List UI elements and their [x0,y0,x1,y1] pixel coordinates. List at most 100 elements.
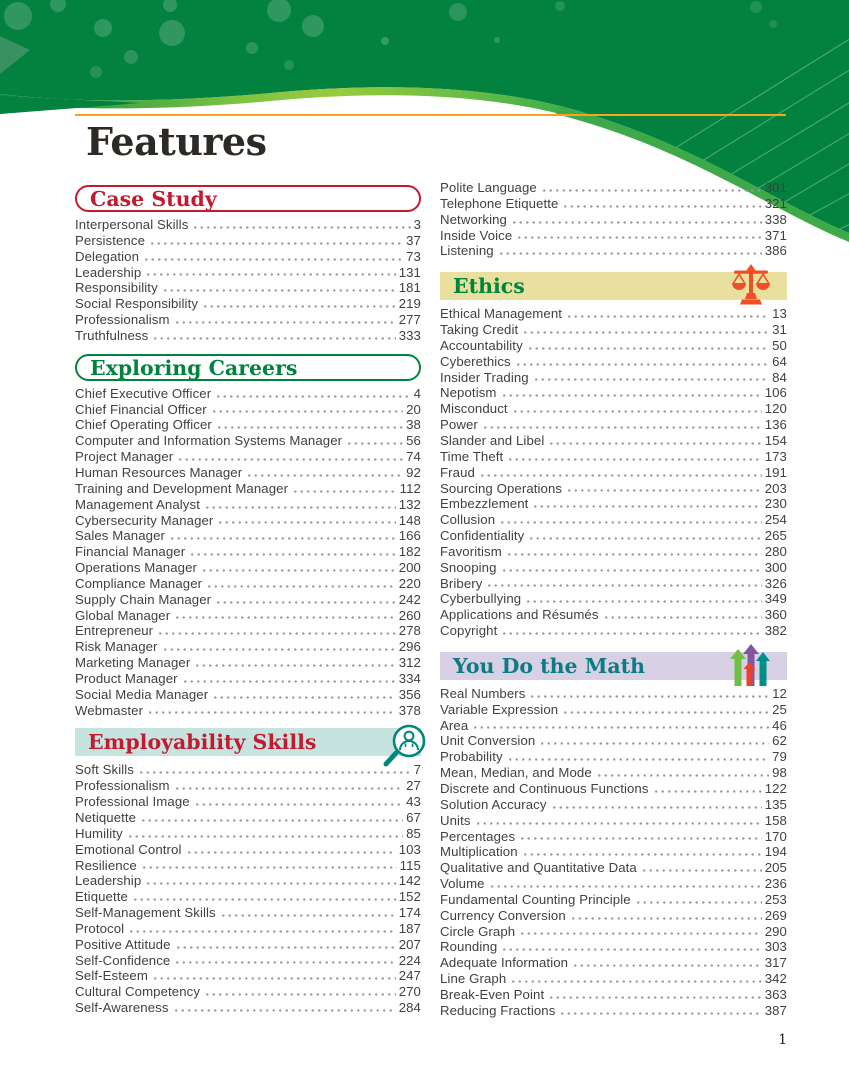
entry-label: Networking [440,211,507,227]
toc-entry[interactable]: Leadership 142 [75,873,421,889]
toc-entry[interactable]: Marketing Manager 312 [75,655,421,671]
toc-entry[interactable]: Copyright 382 [440,623,787,639]
toc-entry[interactable]: Supply Chain Manager 242 [75,592,421,608]
toc-entry[interactable]: Embezzlement 230 [440,496,787,512]
toc-entry[interactable]: Power 136 [440,417,787,433]
toc-entry[interactable]: Line Graph 342 [440,971,787,987]
toc-entry[interactable]: Applications and Résumés 360 [440,607,787,623]
toc-entry[interactable]: Area 46 [440,718,787,734]
toc-entry[interactable]: Rounding 303 [440,939,787,955]
toc-entry[interactable]: Delegation 73 [75,249,421,265]
toc-entry[interactable]: Emotional Control 103 [75,842,421,858]
toc-entry[interactable]: Snooping 300 [440,560,787,576]
toc-entry[interactable]: Etiquette 152 [75,889,421,905]
toc-entry[interactable]: Persistence 37 [75,233,421,249]
toc-entry[interactable]: Operations Manager 200 [75,560,421,576]
toc-entry[interactable]: Taking Credit 31 [440,322,787,338]
toc-entry[interactable]: Inside Voice 371 [440,228,787,244]
toc-entry[interactable]: Global Manager 260 [75,608,421,624]
toc-entry[interactable]: Circle Graph 290 [440,924,787,940]
toc-entry[interactable]: Training and Development Manager 112 [75,481,421,497]
entry-page-number: 312 [398,655,421,671]
toc-entry[interactable]: Mean, Median, and Mode 98 [440,765,787,781]
toc-entry[interactable]: Chief Financial Officer 20 [75,402,421,418]
toc-entry[interactable]: Probability 79 [440,749,787,765]
dot-leader [519,931,762,936]
toc-entry[interactable]: Break-Even Point 363 [440,987,787,1003]
toc-entry[interactable]: Solution Accuracy 135 [440,797,787,813]
toc-entry[interactable]: Social Responsibility 219 [75,296,421,312]
entry-label: Currency Conversion [440,907,566,923]
toc-entry[interactable]: Cyberethics 64 [440,354,787,370]
toc-entry[interactable]: Sourcing Operations 203 [440,481,787,497]
toc-entry[interactable]: Insider Trading 84 [440,370,787,386]
toc-entry[interactable]: Real Numbers 12 [440,686,787,702]
toc-entry[interactable]: Discrete and Continuous Functions 122 [440,781,787,797]
toc-entry[interactable]: Variable Expression 25 [440,702,787,718]
toc-entry[interactable]: Self-Esteem 247 [75,968,421,984]
toc-entry[interactable]: Truthfulness 333 [75,328,421,344]
toc-entry[interactable]: Favoritism 280 [440,544,787,560]
toc-entry[interactable]: Percentages 170 [440,829,787,845]
toc-entry[interactable]: Management Analyst 132 [75,497,421,513]
toc-entry[interactable]: Slander and Libel 154 [440,433,787,449]
toc-entry[interactable]: Nepotism 106 [440,385,787,401]
toc-entry[interactable]: Confidentiality 265 [440,528,787,544]
toc-entry[interactable]: Ethical Management 13 [440,306,787,322]
toc-entry[interactable]: Chief Operating Officer 38 [75,417,421,433]
toc-entry[interactable]: Currency Conversion 269 [440,908,787,924]
toc-entry[interactable]: Adequate Information 317 [440,955,787,971]
toc-entry[interactable]: Computer and Information Systems Manager… [75,433,421,449]
toc-entry[interactable]: Reducing Fractions 387 [440,1003,787,1019]
toc-entry[interactable]: Volume 236 [440,876,787,892]
toc-entry[interactable]: Time Theft 173 [440,449,787,465]
toc-entry[interactable]: Sales Manager 166 [75,528,421,544]
toc-entry[interactable]: Resilience 115 [75,858,421,874]
toc-entry[interactable]: Self-Awareness 284 [75,1000,421,1016]
toc-entry[interactable]: Cybersecurity Manager 148 [75,513,421,529]
entry-label: Units [440,812,471,828]
toc-entry[interactable]: Accountability 50 [440,338,787,354]
toc-entry[interactable]: Social Media Manager 356 [75,687,421,703]
toc-entry[interactable]: Multiplication 194 [440,844,787,860]
entry-page-number: 360 [764,607,787,623]
toc-entry[interactable]: Fraud 191 [440,465,787,481]
dot-leader [192,225,411,230]
toc-entry[interactable]: Collusion 254 [440,512,787,528]
toc-entry[interactable]: Self-Confidence 224 [75,953,421,969]
toc-entry[interactable]: Soft Skills 7 [75,762,421,778]
toc-entry[interactable]: Unit Conversion 62 [440,733,787,749]
toc-entry[interactable]: Networking 338 [440,212,787,228]
toc-entry[interactable]: Netiquette 67 [75,810,421,826]
entry-page-number: 56 [406,433,421,449]
toc-entry[interactable]: Project Manager 74 [75,449,421,465]
toc-entry[interactable]: Professionalism 27 [75,778,421,794]
toc-entry[interactable]: Telephone Etiquette 321 [440,196,787,212]
toc-entry[interactable]: Professionalism 277 [75,312,421,328]
toc-entry[interactable]: Listening 386 [440,243,787,259]
toc-entry[interactable]: Human Resources Manager 92 [75,465,421,481]
toc-entry[interactable]: Self-Management Skills 174 [75,905,421,921]
toc-entry[interactable]: Cultural Competency 270 [75,984,421,1000]
toc-entry[interactable]: Misconduct 120 [440,401,787,417]
toc-entry[interactable]: Units 158 [440,813,787,829]
toc-entry[interactable]: Interpersonal Skills 3 [75,217,421,233]
toc-entry[interactable]: Chief Executive Officer 4 [75,386,421,402]
toc-entry[interactable]: Compliance Manager 220 [75,576,421,592]
toc-entry[interactable]: Webmaster 378 [75,703,421,719]
toc-entry[interactable]: Qualitative and Quantitative Data 205 [440,860,787,876]
toc-entry[interactable]: Protocol 187 [75,921,421,937]
toc-entry[interactable]: Leadership 131 [75,265,421,281]
toc-entry[interactable]: Entrepreneur 278 [75,623,421,639]
toc-entry[interactable]: Professional Image 43 [75,794,421,810]
toc-entry[interactable]: Risk Manager 296 [75,639,421,655]
toc-entry[interactable]: Cyberbullying 349 [440,591,787,607]
toc-entry[interactable]: Responsibility 181 [75,280,421,296]
toc-entry[interactable]: Positive Attitude 207 [75,937,421,953]
toc-entry[interactable]: Product Manager 334 [75,671,421,687]
toc-entry[interactable]: Humility 85 [75,826,421,842]
toc-entry[interactable]: Polite Language 301 [440,180,787,196]
toc-entry[interactable]: Bribery 326 [440,576,787,592]
toc-entry[interactable]: Financial Manager 182 [75,544,421,560]
toc-entry[interactable]: Fundamental Counting Principle 253 [440,892,787,908]
